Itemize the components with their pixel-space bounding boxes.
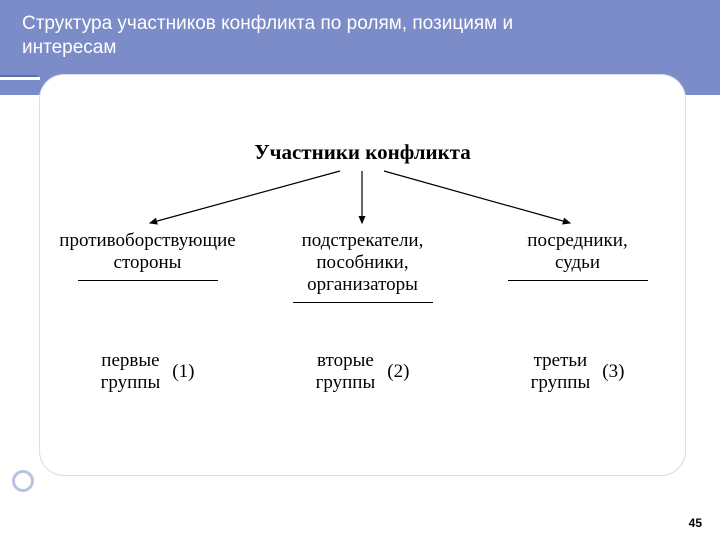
arrow-left (150, 171, 340, 223)
branch-3-group: третьи группы (3) (470, 350, 685, 394)
branch-2-group-label: вторые группы (316, 350, 376, 394)
branch-2-line-2: пособники, (255, 252, 470, 274)
branch-2-index: (2) (387, 361, 409, 383)
branch-3-group-line-2: группы (531, 372, 591, 394)
branch-2-category: подстрекатели, пособники, организаторы (255, 230, 470, 303)
slide-title: Структура участников конфликта по ролям,… (22, 12, 582, 60)
branch-1-group: первые группы (1) (40, 350, 255, 394)
branch-1-group-line-2: группы (101, 372, 161, 394)
branch-1-group-label: первые группы (101, 350, 161, 394)
header-rule (0, 77, 40, 80)
branch-3-group-label: третьи группы (531, 350, 591, 394)
branch-2-underline (293, 302, 433, 303)
branch-1-index: (1) (172, 361, 194, 383)
branch-1-category: противоборствующие стороны (40, 230, 255, 281)
branch-3-category: посредники, судьи (470, 230, 685, 281)
branch-2-group-line-2: группы (316, 372, 376, 394)
branch-3-index: (3) (602, 361, 624, 383)
participants-diagram: Участники конфликта противоборствующие с… (40, 95, 685, 455)
diagram-root: Участники конфликта (40, 140, 685, 165)
branch-2-group-line-1: вторые (316, 350, 376, 372)
branch-3-line-2: судьи (470, 252, 685, 274)
arrow-right (384, 171, 570, 223)
diagram-arrows (40, 165, 685, 235)
branch-1-line-1: противоборствующие (40, 230, 255, 252)
branch-1-line-2: стороны (40, 252, 255, 274)
page-number: 45 (689, 516, 702, 530)
branch-3-group-line-1: третьи (531, 350, 591, 372)
branch-2-line-3: организаторы (255, 274, 470, 296)
decorative-bullet (12, 470, 34, 492)
branch-2-line-1: подстрекатели, (255, 230, 470, 252)
branch-1-underline (78, 280, 218, 281)
branch-2-group: вторые группы (2) (255, 350, 470, 394)
branch-3-line-1: посредники, (470, 230, 685, 252)
branch-1-group-line-1: первые (101, 350, 161, 372)
branch-3-underline (508, 280, 648, 281)
